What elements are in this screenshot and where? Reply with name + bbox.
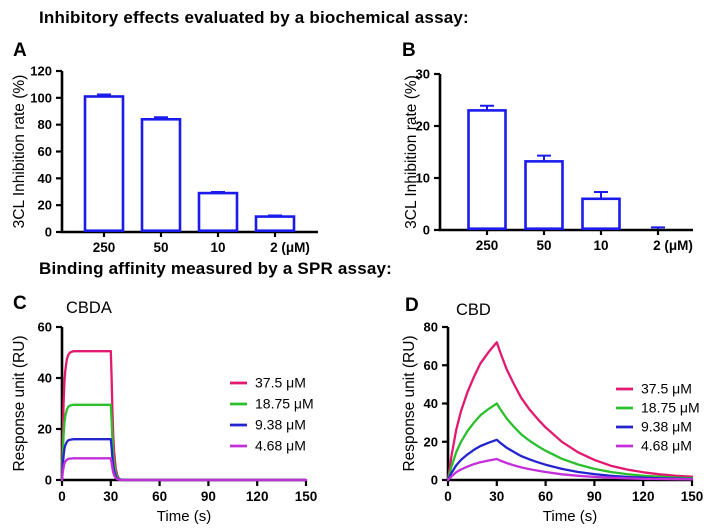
- x-tick-label: 60: [152, 489, 167, 504]
- line-chart-spr-cbda: 0 20 40 60 0 30 60 90 120 150 37.5 μM 18.75 μM 9.38 …: [11, 320, 318, 526]
- y-tick-label: 30: [416, 67, 430, 82]
- x-category-label: 2 (μM): [270, 240, 310, 255]
- x-tick-label: 0: [444, 489, 452, 504]
- panel-label-a: A: [13, 40, 27, 61]
- y-tick-label: 60: [424, 358, 438, 373]
- legend-label: 4.68 μM: [255, 438, 306, 454]
- y-tick-label: 80: [38, 117, 52, 132]
- y-tick-label: 60: [38, 144, 52, 159]
- y-axis-title: 3CL Inhibition rate (%): [403, 75, 420, 229]
- series-curve-18.75 μM: [446, 402, 694, 482]
- legend-label: 37.5 μM: [255, 375, 306, 391]
- x-tick-label: 90: [201, 489, 216, 504]
- bar-250: [467, 109, 507, 231]
- y-axis-title: Response unit (RU): [11, 335, 28, 471]
- x-axis-title: Time (s): [543, 508, 597, 525]
- x-tick-label: 90: [587, 489, 602, 504]
- y-tick-label: 0: [45, 473, 52, 488]
- series-curve-4.68 μM: [446, 457, 694, 482]
- y-tick-label: 20: [424, 434, 438, 449]
- x-axis-title: Time (s): [157, 508, 211, 525]
- bar-50: [524, 160, 564, 230]
- panel-label-b: B: [402, 40, 416, 61]
- x-tick-label: 150: [681, 489, 704, 504]
- y-axis-title: Response unit (RU): [401, 335, 418, 471]
- bar-2 (μM): [254, 215, 296, 232]
- x-tick-label: 0: [58, 489, 66, 504]
- y-tick-label: 80: [424, 320, 438, 335]
- y-tick-label: 100: [30, 90, 52, 105]
- panel-label-d: D: [405, 295, 419, 316]
- x-category-label: 10: [593, 238, 608, 253]
- heading-biochemical-assay: Inhibitory effects evaluated by a bioche…: [39, 8, 469, 27]
- series-curve-4.68 μM: [60, 457, 308, 482]
- y-tick-label: 40: [38, 371, 52, 386]
- legend-label: 18.75 μM: [255, 396, 314, 412]
- y-tick-label: 0: [431, 473, 438, 488]
- bar-50: [140, 118, 182, 233]
- y-tick-label: 20: [416, 119, 430, 134]
- y-tick-label: 10: [416, 171, 430, 186]
- y-tick-label: 40: [38, 171, 52, 186]
- bar-chart-3cl-inhibition-b: 0 10 20 30 250 50 10 2 (μM) 3CL Inhibition rate …: [403, 67, 693, 253]
- line-chart-spr-cbd: 0 20 40 60 80 0 30 60 90 120 150 37.5 μM 18.75 μM 9.3…: [401, 320, 704, 526]
- y-tick-label: 40: [424, 396, 438, 411]
- x-category-label: 250: [93, 240, 116, 255]
- y-tick-label: 20: [38, 198, 52, 213]
- legend-label: 9.38 μM: [255, 417, 306, 433]
- x-tick-label: 120: [632, 489, 655, 504]
- legend-label: 18.75 μM: [641, 400, 700, 416]
- y-tick-label: 0: [423, 223, 430, 238]
- legend-label: 9.38 μM: [641, 419, 692, 435]
- x-tick-label: 60: [538, 489, 553, 504]
- y-tick-label: 60: [38, 320, 52, 335]
- x-tick-label: 30: [489, 489, 504, 504]
- x-tick-label: 30: [103, 489, 118, 504]
- bar-250: [83, 95, 125, 232]
- x-category-label: 50: [153, 240, 168, 255]
- bar-10: [197, 191, 239, 232]
- x-tick-label: 150: [295, 489, 318, 504]
- bar-chart-3cl-inhibition-a: 0 20 40 60 80 100 120 250 50 10 2 (μM) 3CL Inhibiti…: [11, 64, 318, 255]
- y-tick-label: 0: [45, 225, 52, 240]
- bar-10: [581, 197, 621, 231]
- error-bar: [651, 226, 665, 229]
- legend-label: 37.5 μM: [641, 381, 692, 397]
- y-axis-title: 3CL Inhibition rate (%): [11, 75, 28, 229]
- y-tick-label: 120: [30, 64, 52, 79]
- x-category-label: 50: [536, 238, 551, 253]
- chart-title-cbda: CBDA: [66, 299, 112, 317]
- chart-title-cbd: CBD: [456, 301, 491, 319]
- panel-label-c: C: [13, 293, 27, 314]
- series-curve-9.38 μM: [446, 438, 694, 482]
- x-category-label: 2 (μM): [653, 238, 693, 253]
- x-category-label: 10: [210, 240, 225, 255]
- y-tick-label: 20: [38, 422, 52, 437]
- x-category-label: 250: [476, 238, 499, 253]
- series-curve-37.5 μM: [446, 341, 694, 482]
- legend-label: 4.68 μM: [641, 438, 692, 454]
- x-tick-label: 120: [246, 489, 269, 504]
- heading-spr-assay: Binding affinity measured by a SPR assay…: [39, 259, 393, 278]
- series-curve-37.5 μM: [60, 350, 308, 482]
